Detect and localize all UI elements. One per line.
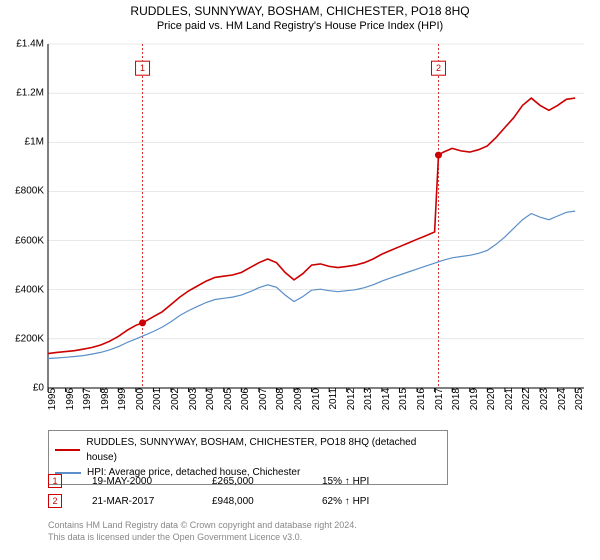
x-tick-label: 2014 [381,388,392,410]
legend-label: RUDDLES, SUNNYWAY, BOSHAM, CHICHESTER, P… [86,435,441,465]
title-address: RUDDLES, SUNNYWAY, BOSHAM, CHICHESTER, P… [0,4,600,18]
marker-delta: 62% ↑ HPI [322,496,369,507]
footer-line2: This data is licensed under the Open Gov… [48,532,357,544]
svg-text:2: 2 [436,63,441,73]
y-tick-label: £1M [25,137,44,148]
y-tick-label: £400K [15,284,44,295]
x-tick-label: 2022 [521,388,532,410]
x-tick-label: 2009 [293,388,304,410]
y-tick-label: £800K [15,186,44,197]
y-tick-label: £0 [33,383,44,394]
x-tick-label: 2004 [205,388,216,410]
chart-container: RUDDLES, SUNNYWAY, BOSHAM, CHICHESTER, P… [0,0,600,560]
marker-row: 1 19-MAY-2000 £265,000 15% ↑ HPI [48,474,548,488]
x-tick-label: 1999 [117,388,128,410]
marker-row: 2 21-MAR-2017 £948,000 62% ↑ HPI [48,494,548,508]
marker-price: £265,000 [212,476,292,487]
marker-date: 21-MAR-2017 [92,496,182,507]
x-tick-label: 2003 [188,388,199,410]
y-tick-label: £1.4M [16,39,44,50]
x-tick-label: 2021 [504,388,515,410]
x-tick-label: 2011 [328,388,339,410]
x-tick-label: 2010 [311,388,322,410]
x-tick-label: 1995 [47,388,58,410]
x-tick-label: 2025 [574,388,585,410]
legend-item: RUDDLES, SUNNYWAY, BOSHAM, CHICHESTER, P… [55,435,441,465]
x-tick-label: 2015 [398,388,409,410]
x-tick-label: 2001 [152,388,163,410]
y-tick-label: £600K [15,235,44,246]
x-tick-label: 2017 [434,388,445,410]
x-tick-label: 2016 [416,388,427,410]
x-tick-label: 2008 [275,388,286,410]
marker-number-icon: 1 [48,474,62,488]
marker-price: £948,000 [212,496,292,507]
x-tick-label: 2002 [170,388,181,410]
footer-attribution: Contains HM Land Registry data © Crown c… [48,520,357,543]
y-tick-label: £1.2M [16,88,44,99]
svg-text:1: 1 [140,63,145,73]
x-tick-label: 1998 [100,388,111,410]
chart-titles: RUDDLES, SUNNYWAY, BOSHAM, CHICHESTER, P… [0,0,600,32]
marker-table: 1 19-MAY-2000 £265,000 15% ↑ HPI 2 21-MAR-201… [48,474,548,514]
x-tick-label: 1997 [82,388,93,410]
x-tick-label: 2023 [539,388,550,410]
x-tick-label: 2018 [451,388,462,410]
x-tick-label: 2012 [346,388,357,410]
x-tick-label: 2007 [258,388,269,410]
chart-plot-area: 12£0£200K£400K£600K£800K£1M£1.2M£1.4M199… [48,44,584,388]
x-tick-label: 1996 [65,388,76,410]
title-subtitle: Price paid vs. HM Land Registry's House … [0,20,600,32]
marker-date: 19-MAY-2000 [92,476,182,487]
x-tick-label: 2006 [240,388,251,410]
series-hpi [48,211,575,358]
x-tick-label: 2024 [557,388,568,410]
x-tick-label: 2005 [223,388,234,410]
marker-delta: 15% ↑ HPI [322,476,369,487]
marker-number-icon: 2 [48,494,62,508]
footer-line1: Contains HM Land Registry data © Crown c… [48,520,357,532]
x-tick-label: 2013 [363,388,374,410]
x-tick-label: 2020 [486,388,497,410]
legend-swatch [55,449,80,451]
series-property [48,98,575,354]
x-tick-label: 2000 [135,388,146,410]
y-tick-label: £200K [15,333,44,344]
x-tick-label: 2019 [469,388,480,410]
